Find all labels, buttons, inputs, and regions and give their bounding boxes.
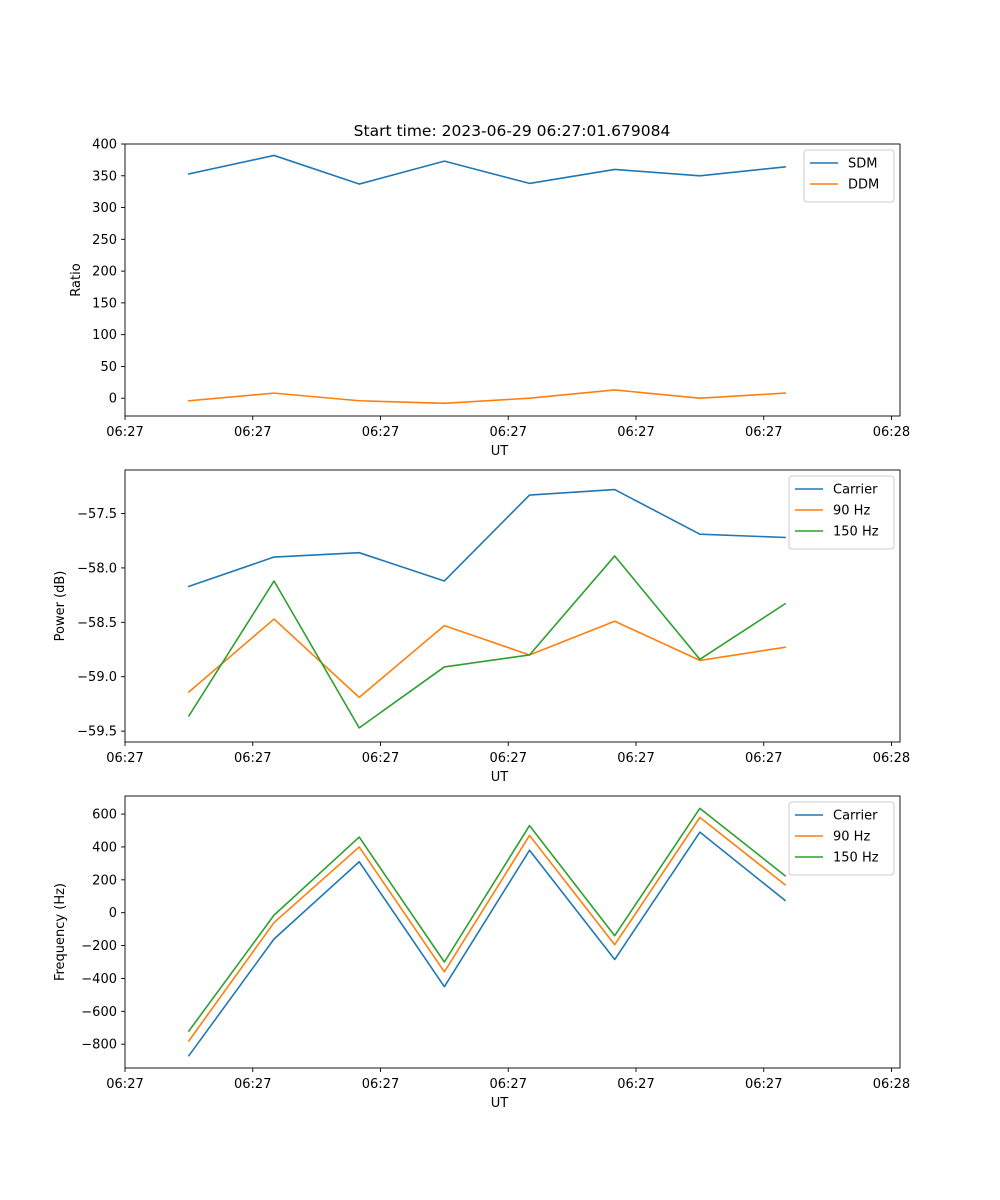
x-tick-label: 06:27 [745, 1077, 782, 1092]
y-tick-label: −600 [81, 1005, 117, 1020]
y-tick-label: 200 [92, 873, 117, 888]
x-axis-label: UT [491, 770, 509, 785]
x-tick-label: 06:27 [234, 751, 271, 766]
y-tick-label: −58.5 [77, 616, 117, 631]
legend-label: 90 Hz [833, 830, 870, 845]
y-tick-label: 150 [92, 296, 117, 311]
x-tick-label: 06:27 [617, 425, 654, 440]
series-line-carrier [187, 488, 786, 588]
y-tick-label: −59.5 [77, 725, 117, 740]
legend-label: SDM [848, 157, 877, 172]
x-tick-label: 06:28 [873, 1077, 910, 1092]
series-line-sdm [187, 154, 786, 185]
legend-label: Carrier [833, 483, 878, 498]
series-line-150-hz [187, 555, 787, 729]
legend-label: 150 Hz [833, 525, 879, 540]
x-tick-label: 06:27 [745, 425, 782, 440]
y-tick-label: −58.0 [77, 561, 117, 576]
legend-label: 150 Hz [833, 851, 879, 866]
subplot-1: 06:27 06:27 06:27 06:27 06:27 06:27 06:28 0 50 10… [69, 138, 910, 460]
y-tick-label: 200 [92, 265, 117, 280]
x-tick-label: 06:27 [362, 751, 399, 766]
series-line-90-hz [187, 618, 786, 699]
y-tick-label: −400 [81, 972, 117, 987]
legend: Carrier 90 Hz 150 Hz [788, 801, 895, 876]
plots: 06:27 06:27 06:27 06:27 06:27 06:27 06:28 0 50 10… [53, 138, 910, 1112]
x-tick-label: 06:27 [745, 751, 782, 766]
y-tick-label: 400 [92, 138, 117, 153]
x-tick-label: 06:27 [106, 751, 143, 766]
y-tick-label: 350 [92, 169, 117, 184]
figure-title: Start time: 2023-06-29 06:27:01.679084 [354, 122, 671, 140]
axes-frame [124, 143, 901, 417]
series-line-ddm [188, 389, 786, 405]
y-tick-label: 600 [92, 808, 117, 823]
legend-label: Carrier [833, 809, 878, 824]
x-axis-label: UT [491, 444, 509, 459]
legend-label: 90 Hz [833, 504, 870, 519]
x-tick-label: 06:27 [490, 425, 527, 440]
series-line-90-hz [187, 816, 787, 1042]
x-axis-label: UT [491, 1096, 509, 1111]
y-tick-label: −57.5 [77, 507, 117, 522]
y-axis-label: Ratio [69, 263, 84, 296]
y-tick-label: 100 [92, 328, 117, 343]
x-tick-label: 06:27 [234, 1077, 271, 1092]
x-tick-label: 06:27 [617, 1077, 654, 1092]
axes-frame [124, 469, 901, 743]
y-tick-label: −200 [81, 939, 117, 954]
y-tick-label: 50 [100, 360, 117, 375]
axes-frame [124, 795, 901, 1069]
x-tick-label: 06:28 [873, 425, 910, 440]
y-tick-label: −800 [81, 1038, 117, 1053]
x-tick-label: 06:27 [106, 1077, 143, 1092]
subplot-2: 06:27 06:27 06:27 06:27 06:27 06:27 06:28 −57.5… [53, 469, 910, 785]
y-axis-label: Power (dB) [53, 571, 68, 642]
x-tick-label: 06:27 [362, 1077, 399, 1092]
y-tick-label: 300 [92, 201, 117, 216]
y-axis-label: Frequency (Hz) [53, 883, 68, 981]
x-tick-label: 06:27 [617, 751, 654, 766]
x-tick-label: 06:28 [873, 751, 910, 766]
x-tick-label: 06:27 [106, 425, 143, 440]
legend-label: DDM [848, 178, 879, 193]
y-tick-label: 400 [92, 840, 117, 855]
legend: SDM DDM [803, 149, 895, 203]
series-line-carrier [187, 831, 787, 1057]
x-tick-label: 06:27 [490, 1077, 527, 1092]
x-tick-label: 06:27 [490, 751, 527, 766]
x-tick-label: 06:27 [234, 425, 271, 440]
legend: Carrier 90 Hz 150 Hz [788, 475, 895, 550]
y-tick-label: 0 [109, 906, 117, 921]
y-tick-label: 250 [92, 233, 117, 248]
series-line-150-hz [187, 807, 787, 1033]
subplot-3: 06:27 06:27 06:27 06:27 06:27 06:27 06:28 600 40… [53, 795, 910, 1111]
x-tick-label: 06:27 [362, 425, 399, 440]
y-tick-label: 0 [109, 392, 117, 407]
y-tick-label: −59.0 [77, 670, 117, 685]
